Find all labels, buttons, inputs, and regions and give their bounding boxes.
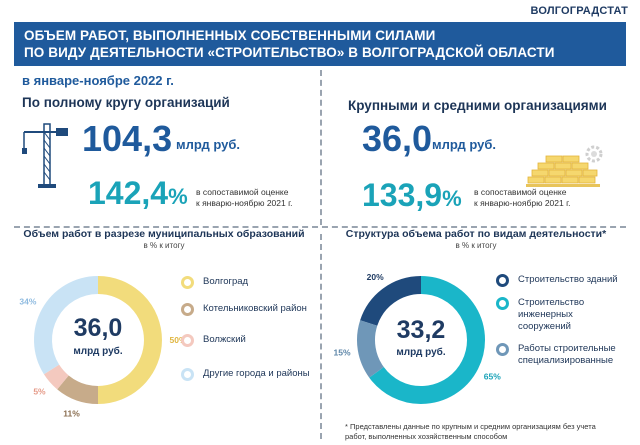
chart-2-slice-0 bbox=[360, 276, 422, 327]
chart-2-title: Структура объема работ по видам деятельн… bbox=[345, 228, 607, 240]
chart-1-label-3: 34% bbox=[19, 296, 36, 306]
right-total-unit: млрд руб. bbox=[432, 137, 496, 152]
chart-1-legend-marker-1 bbox=[181, 303, 194, 316]
title-line-1: ОБЪЕМ РАБОТ, ВЫПОЛНЕННЫХ СОБСТВЕННЫМИ СИ… bbox=[24, 28, 436, 43]
chart-1-legend-marker-3 bbox=[181, 368, 194, 381]
agency-name: ВОЛГОГРАДСТАТ bbox=[530, 5, 628, 17]
chart-2-legend-label-0: Строительство зданий bbox=[518, 274, 618, 285]
bricks-icon bbox=[526, 145, 603, 187]
chart-2-label-0: 20% bbox=[367, 272, 384, 282]
chart-1-center-value: 36,0 bbox=[73, 314, 123, 342]
chart-1-label-0: 50% bbox=[169, 335, 186, 345]
right-growth-value: 133,9% bbox=[362, 177, 462, 214]
chart-1-legend-marker-0 bbox=[181, 276, 194, 289]
left-growth-note: в сопоставимой оценке к январю-ноябрю 20… bbox=[196, 187, 293, 209]
left-summary-title: По полному кругу организаций bbox=[22, 95, 230, 110]
chart-1-legend-label-1: Котельниковский район bbox=[203, 303, 307, 314]
divider-vertical-top bbox=[320, 70, 322, 225]
left-growth-number: 142,4 bbox=[88, 175, 169, 211]
chart-1-donut: 50% 11% 5% 34% bbox=[19, 276, 187, 418]
left-growth-sign: % bbox=[168, 184, 188, 209]
chart-1-legend-label-2: Волжский bbox=[203, 334, 246, 345]
chart-1-slice-1 bbox=[57, 375, 99, 404]
chart-2-slice-1 bbox=[369, 276, 485, 404]
footnote-line-1: * Представлены данные по крупным и средн… bbox=[345, 422, 596, 431]
title-line-2: ПО ВИДУ ДЕЯТЕЛЬНОСТИ «СТРОИТЕЛЬСТВО» В В… bbox=[24, 45, 555, 60]
chart-2-label-2: 15% bbox=[333, 348, 350, 358]
title-banner: ОБЪЕМ РАБОТ, ВЫПОЛНЕННЫХ СОБСТВЕННЫМИ СИ… bbox=[14, 22, 626, 66]
chart-1-slice-0 bbox=[97, 276, 162, 404]
chart-2-slice-2 bbox=[357, 320, 385, 378]
chart-1-legend-marker-2 bbox=[181, 334, 194, 347]
divider-vertical-bottom bbox=[320, 234, 322, 439]
chart-1-center-unit: млрд руб. bbox=[73, 346, 123, 357]
chart-1-label-2: 5% bbox=[33, 387, 46, 397]
right-summary-title: Крупными и средними организациями bbox=[348, 98, 607, 113]
right-growth-note-2: к январю-ноябрю 2021 г. bbox=[474, 198, 571, 208]
chart-1-subtitle: в % к итогу bbox=[143, 241, 185, 250]
chart-2-donut: 20% 65% 15% bbox=[333, 272, 501, 404]
chart-1-legend-label-3: Другие города и районы bbox=[203, 368, 310, 379]
left-total-unit: млрд руб. bbox=[176, 137, 240, 152]
chart-2-legend-marker-2 bbox=[496, 343, 509, 356]
chart-2-legend-marker-0 bbox=[496, 274, 509, 287]
right-growth-note: в сопоставимой оценке к январю-ноябрю 20… bbox=[474, 187, 571, 209]
chart-2-center-unit: млрд руб. bbox=[396, 347, 446, 358]
chart-2-legend-marker-1 bbox=[496, 297, 509, 310]
left-growth-note-1: в сопоставимой оценке bbox=[196, 187, 289, 197]
footnote-line-2: работ, выполненных хозяйственным способо… bbox=[345, 432, 508, 441]
right-total-value: 36,0 bbox=[362, 118, 433, 159]
left-total-value: 104,3 bbox=[82, 118, 173, 159]
right-growth-note-1: в сопоставимой оценке bbox=[474, 187, 567, 197]
crane-icon bbox=[22, 123, 68, 188]
chart-1-slice-3 bbox=[34, 276, 99, 375]
chart-1-slice-2 bbox=[43, 364, 69, 390]
chart-2-legend-label-1: Строительство инженерных сооружений bbox=[518, 297, 585, 332]
chart-1-legend-label-0: Волгоград bbox=[203, 276, 249, 287]
chart-2-label-1: 65% bbox=[484, 371, 501, 381]
period-label: в январе-ноябре 2022 г. bbox=[22, 73, 174, 88]
chart-1-label-1: 11% bbox=[63, 408, 80, 418]
chart-2-legend-label-2: Работы строительные специализированные bbox=[518, 343, 616, 366]
left-growth-note-2: к январю-ноябрю 2021 г. bbox=[196, 198, 293, 208]
left-growth-value: 142,4% bbox=[88, 175, 188, 212]
divider-horizontal bbox=[14, 226, 626, 228]
chart-2-subtitle: в % к итогу bbox=[455, 241, 497, 250]
right-growth-number: 133,9 bbox=[362, 177, 443, 213]
chart-1-title: Объем работ в разрезе муниципальных обра… bbox=[23, 228, 305, 240]
footnote: * Представлены данные по крупным и средн… bbox=[345, 422, 596, 442]
right-growth-sign: % bbox=[442, 186, 462, 211]
chart-2-center-value: 33,2 bbox=[396, 316, 446, 344]
